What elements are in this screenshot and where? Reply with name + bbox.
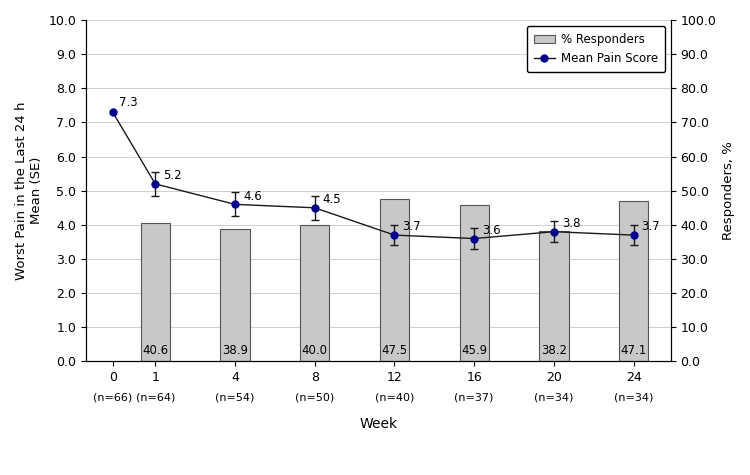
Text: 4.6: 4.6 xyxy=(243,190,262,203)
Bar xyxy=(220,228,250,361)
Text: (n=66): (n=66) xyxy=(93,392,132,402)
Bar xyxy=(619,200,648,361)
Y-axis label: Worst Pain in the Last 24 h
Mean (SE): Worst Pain in the Last 24 h Mean (SE) xyxy=(15,102,43,280)
Text: (n=34): (n=34) xyxy=(534,392,574,402)
Text: 38.9: 38.9 xyxy=(222,344,248,357)
Text: 5.2: 5.2 xyxy=(164,169,182,182)
Y-axis label: Responders, %: Responders, % xyxy=(722,141,735,240)
Text: 47.1: 47.1 xyxy=(620,344,646,357)
Bar xyxy=(141,223,170,361)
Text: 4.5: 4.5 xyxy=(322,193,341,206)
Bar xyxy=(300,225,329,361)
Text: 40.0: 40.0 xyxy=(302,344,328,357)
Text: (n=50): (n=50) xyxy=(295,392,334,402)
X-axis label: Week: Week xyxy=(359,418,398,431)
Text: 3.7: 3.7 xyxy=(641,220,660,233)
Text: (n=37): (n=37) xyxy=(454,392,494,402)
Text: 7.3: 7.3 xyxy=(119,96,138,109)
Text: 3.8: 3.8 xyxy=(562,217,580,230)
Text: 45.9: 45.9 xyxy=(461,344,488,357)
Bar xyxy=(460,205,489,361)
Text: 3.7: 3.7 xyxy=(403,220,421,233)
Text: (n=64): (n=64) xyxy=(136,392,175,402)
Text: 40.6: 40.6 xyxy=(142,344,168,357)
Text: (n=40): (n=40) xyxy=(375,392,414,402)
Legend: % Responders, Mean Pain Score: % Responders, Mean Pain Score xyxy=(526,26,665,72)
Text: (n=34): (n=34) xyxy=(614,392,653,402)
Text: 3.6: 3.6 xyxy=(482,224,501,237)
Bar xyxy=(539,231,568,361)
Text: 47.5: 47.5 xyxy=(382,344,407,357)
Text: 38.2: 38.2 xyxy=(541,344,567,357)
Bar xyxy=(380,199,409,361)
Text: (n=54): (n=54) xyxy=(215,392,255,402)
